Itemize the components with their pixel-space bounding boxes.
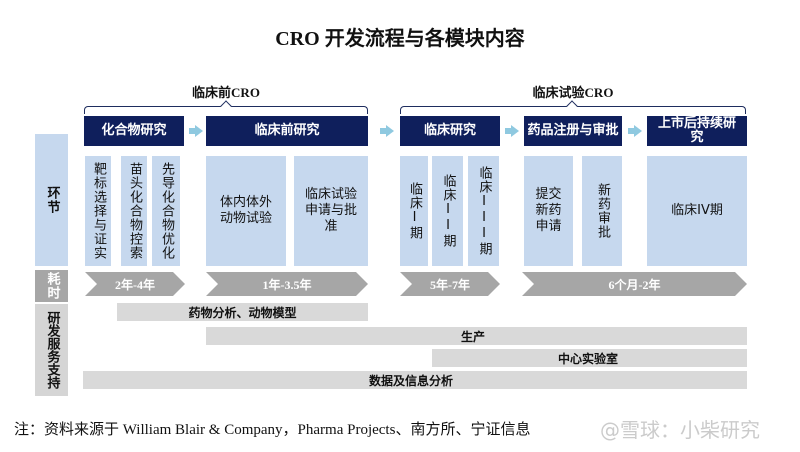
arrow-right-icon [189,125,203,137]
group-label-preclinical: 临床前CRO [192,85,260,100]
support-bar: 生产 [206,327,747,345]
stage-header-postmarket: 上市后持续研究 [647,116,747,146]
stage-item: 临床II期 [432,156,463,266]
stage-header-registration: 药品注册与审批 [524,116,622,146]
stage-item: 靶标选择与证实 [85,156,111,266]
stage-item: 临床试验申请与批准 [294,156,368,266]
stage-header-preclinical: 临床前研究 [206,116,368,146]
row-label-support: 研发服务支持 [35,304,68,396]
stage-item: 苗头化合物控索 [121,156,147,266]
stage-item: 提交新药申请 [524,156,573,266]
row-label-stage: 环节 [35,134,68,266]
support-bar: 中心实验室 [432,349,747,367]
stage-item: 临床III期 [468,156,499,266]
group-label-clinical: 临床试验CRO [532,85,614,100]
arrow-right-icon [505,125,519,137]
stage-header-compound: 化合物研究 [84,116,184,146]
watermark: @雪球：小柴研究 [600,418,760,442]
stage-item: 临床I期 [400,156,428,266]
arrow-right-icon [628,125,642,137]
duration-chevron: 5年-7年 [400,272,500,296]
stage-item: 临床IV期 [647,156,747,266]
duration-chevron: 1年-3.5年 [206,272,368,296]
support-bar: 数据及信息分析 [83,371,747,389]
stage-item: 体内体外动物试验 [206,156,286,266]
stage-item: 新药审批 [582,156,622,266]
source-note: 注：资料来源于 William Blair & Company，Pharma P… [14,422,531,438]
arrow-right-icon [380,125,394,137]
row-label-duration: 耗时 [35,270,68,302]
stage-item: 先导化合物优化 [152,156,180,266]
support-bar: 药物分析、动物模型 [117,303,368,321]
page-title: CRO 开发流程与各模块内容 [275,28,525,50]
duration-chevron: 2年-4年 [85,272,185,296]
stage-header-clinical: 临床研究 [400,116,500,146]
duration-chevron: 6个月-2年 [522,272,747,296]
